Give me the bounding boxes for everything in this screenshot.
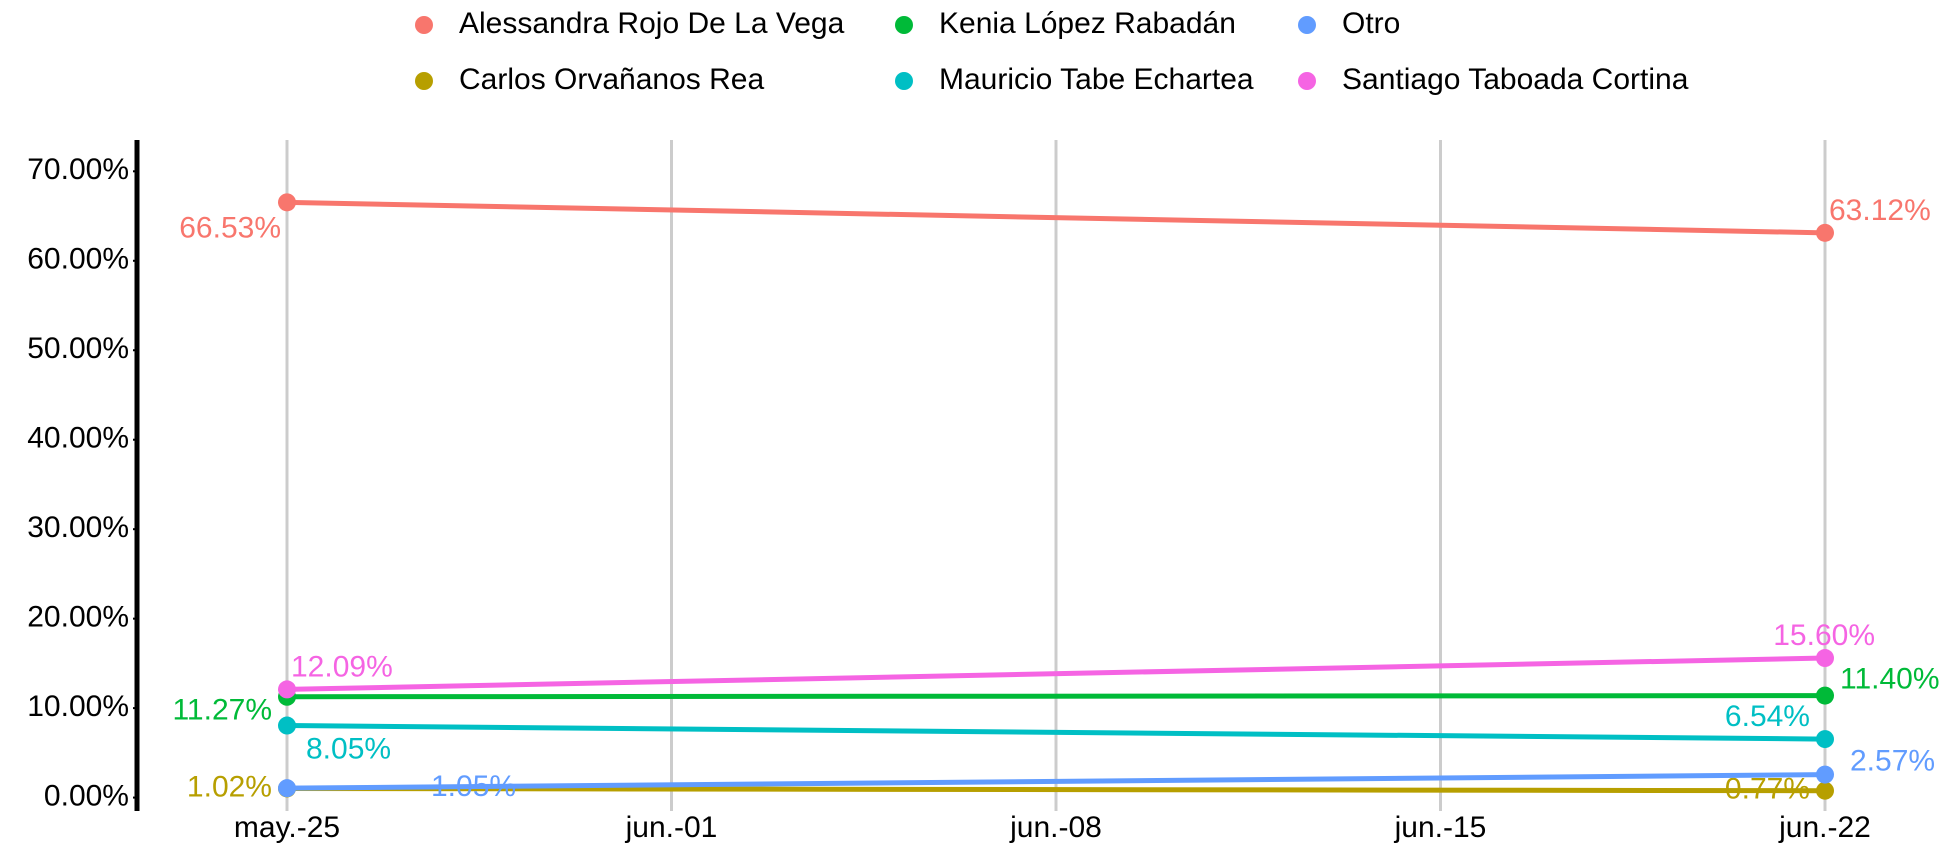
series-line (286, 655, 1826, 692)
y-tick-label: 40.00% (27, 422, 129, 455)
data-point (1816, 686, 1834, 705)
data-point (1816, 223, 1834, 242)
series-line (286, 199, 1826, 236)
data-point (1816, 781, 1834, 800)
data-point (1816, 765, 1834, 784)
data-point (278, 680, 296, 699)
data-label: 8.05% (306, 732, 391, 765)
y-tick-label: 50.00% (27, 332, 129, 365)
x-tick-label: jun.-15 (1394, 811, 1487, 844)
series-line (286, 772, 1826, 791)
data-point (278, 193, 296, 212)
legend-label: Carlos Orvañanos Rea (459, 63, 764, 96)
data-label: 0.77% (1725, 773, 1810, 806)
x-tick-label: jun.-08 (1009, 811, 1102, 844)
series-line (286, 785, 1826, 794)
data-point (1816, 649, 1834, 668)
data-label: 11.40% (1840, 663, 1940, 696)
legend-marker (415, 16, 433, 34)
legend-label: Santiago Taboada Cortina (1342, 63, 1689, 96)
data-point (1816, 730, 1834, 749)
legend-marker (415, 72, 433, 90)
x-tick-label: may.-25 (234, 811, 340, 844)
series-line (286, 693, 1826, 700)
data-label: 2.57% (1850, 745, 1935, 778)
data-label: 1.02% (187, 770, 272, 803)
legend-marker (1298, 16, 1316, 34)
x-tick-label: jun.-22 (1778, 811, 1871, 844)
series-line (286, 723, 1826, 742)
data-label: 11.27% (172, 694, 272, 727)
data-label: 15.60% (1773, 619, 1875, 652)
legend-marker (895, 72, 913, 90)
legend-marker (895, 16, 913, 34)
data-label: 6.54% (1725, 700, 1810, 733)
legend-label: Otro (1342, 7, 1400, 40)
y-tick-label: 30.00% (27, 511, 129, 544)
data-label: 63.12% (1829, 194, 1931, 227)
y-tick-label: 10.00% (27, 690, 129, 723)
legend-label: Alessandra Rojo De La Vega (459, 7, 845, 40)
legend-label: Kenia López Rabadán (939, 7, 1236, 40)
legend-marker (1298, 72, 1316, 90)
data-label: 12.09% (291, 650, 393, 683)
x-tick-label: jun.-01 (625, 811, 718, 844)
data-label: 66.53% (179, 211, 281, 244)
y-tick-label: 60.00% (27, 243, 129, 276)
y-tick-label: 70.00% (27, 153, 129, 186)
data-point (278, 716, 296, 735)
legend-label: Mauricio Tabe Echartea (939, 63, 1254, 96)
data-label: 1.05% (431, 770, 516, 803)
data-point (278, 779, 296, 798)
y-tick-label: 20.00% (27, 601, 129, 634)
y-tick-label: 0.00% (44, 780, 129, 813)
